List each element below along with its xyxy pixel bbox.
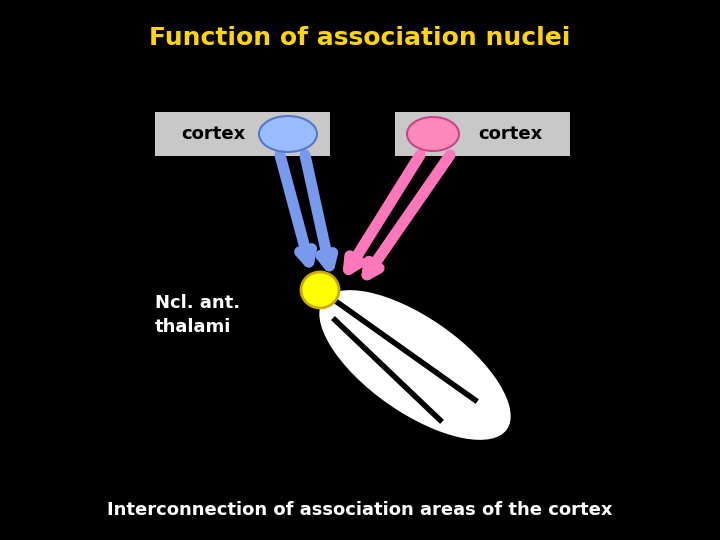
Text: cortex: cortex (478, 125, 542, 143)
Ellipse shape (317, 287, 513, 443)
Text: cortex: cortex (181, 125, 245, 143)
Text: Ncl. ant.
thalami: Ncl. ant. thalami (155, 294, 240, 336)
FancyBboxPatch shape (155, 112, 330, 156)
Ellipse shape (407, 117, 459, 151)
Text: Function of association nuclei: Function of association nuclei (149, 26, 571, 50)
Ellipse shape (301, 272, 339, 308)
Ellipse shape (259, 116, 317, 152)
FancyBboxPatch shape (395, 112, 570, 156)
Text: Interconnection of association areas of the cortex: Interconnection of association areas of … (107, 501, 613, 519)
